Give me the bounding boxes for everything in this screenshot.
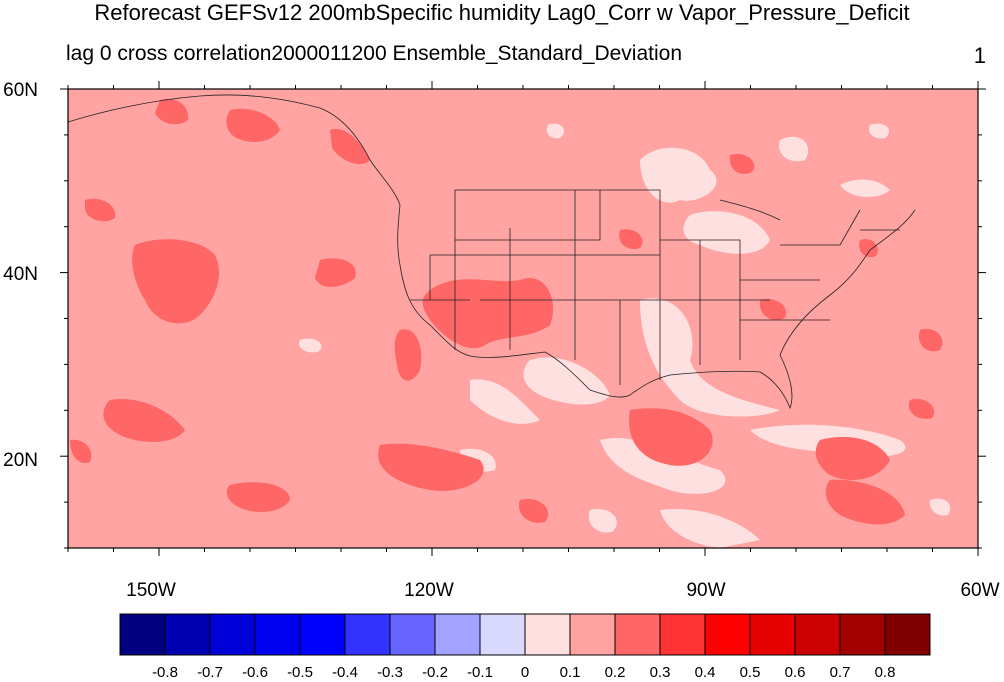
- figure-title: Reforecast GEFSv12 200mbSpecific humidit…: [94, 0, 910, 25]
- x-tick-label: 150W: [126, 580, 176, 601]
- colorbar-label: -0.4: [332, 664, 358, 681]
- colorbar-box: [479, 613, 526, 656]
- colorbar-box: [659, 613, 706, 656]
- colorbar-box: [704, 613, 751, 656]
- x-tick-label: 120W: [404, 580, 454, 601]
- colorbar-label: -0.5: [287, 664, 313, 681]
- x-axis-labels: 150W 120W 90W 60W: [126, 580, 999, 601]
- x-tick-label: 60W: [960, 580, 999, 601]
- y-tick-label: 40N: [3, 264, 38, 285]
- right-subtitle: 1: [973, 43, 986, 68]
- axis-ticks: [60, 81, 986, 556]
- colorbar-label: -0.2: [422, 664, 448, 681]
- colorbar-label: 0.1: [560, 664, 581, 681]
- colorbar-box: [299, 613, 346, 656]
- colorbar-box: [884, 613, 931, 656]
- colorbar-label: 0.2: [605, 664, 626, 681]
- x-tick-label: 90W: [686, 580, 725, 601]
- colorbar-label: 0.7: [830, 664, 851, 681]
- colorbar-box: [569, 613, 616, 656]
- colorbar: [119, 613, 931, 656]
- colorbar-box: [389, 613, 436, 656]
- colorbar-label: 0.4: [695, 664, 716, 681]
- colorbar-label: -0.7: [197, 664, 223, 681]
- colorbar-labels: -0.8 -0.7 -0.6 -0.5 -0.4 -0.3 -0.2 -0.1 0 0.1 0.2 0…: [152, 664, 895, 681]
- y-axis-labels: 20N 40N 60N: [3, 80, 38, 471]
- colorbar-box: [164, 613, 211, 656]
- colorbar-label: -0.1: [467, 664, 493, 681]
- colorbar-box: [794, 613, 841, 656]
- colorbar-label: 0.6: [785, 664, 806, 681]
- colorbar-box: [344, 613, 391, 656]
- boundaries: [68, 94, 916, 410]
- y-tick-label: 20N: [3, 450, 38, 471]
- colorbar-label: 0.3: [650, 664, 671, 681]
- colorbar-label: 0.8: [875, 664, 896, 681]
- colorbar-box: [614, 613, 661, 656]
- y-tick-label: 60N: [3, 80, 38, 101]
- colorbar-box: [434, 613, 481, 656]
- colorbar-label: 0: [521, 664, 529, 681]
- colorbar-label: 0.5: [740, 664, 761, 681]
- colorbar-box: [209, 613, 256, 656]
- colorbar-label: -0.6: [242, 664, 268, 681]
- colorbar-label: -0.3: [377, 664, 403, 681]
- colorbar-box: [749, 613, 796, 656]
- map-field: [68, 89, 978, 548]
- colorbar-box: [524, 613, 571, 656]
- left-subtitle: lag 0 cross correlation2000011200 Ensemb…: [66, 42, 683, 65]
- colorbar-box: [254, 613, 301, 656]
- colorbar-box: [119, 613, 166, 656]
- colorbar-box: [839, 613, 886, 656]
- colorbar-label: -0.8: [152, 664, 178, 681]
